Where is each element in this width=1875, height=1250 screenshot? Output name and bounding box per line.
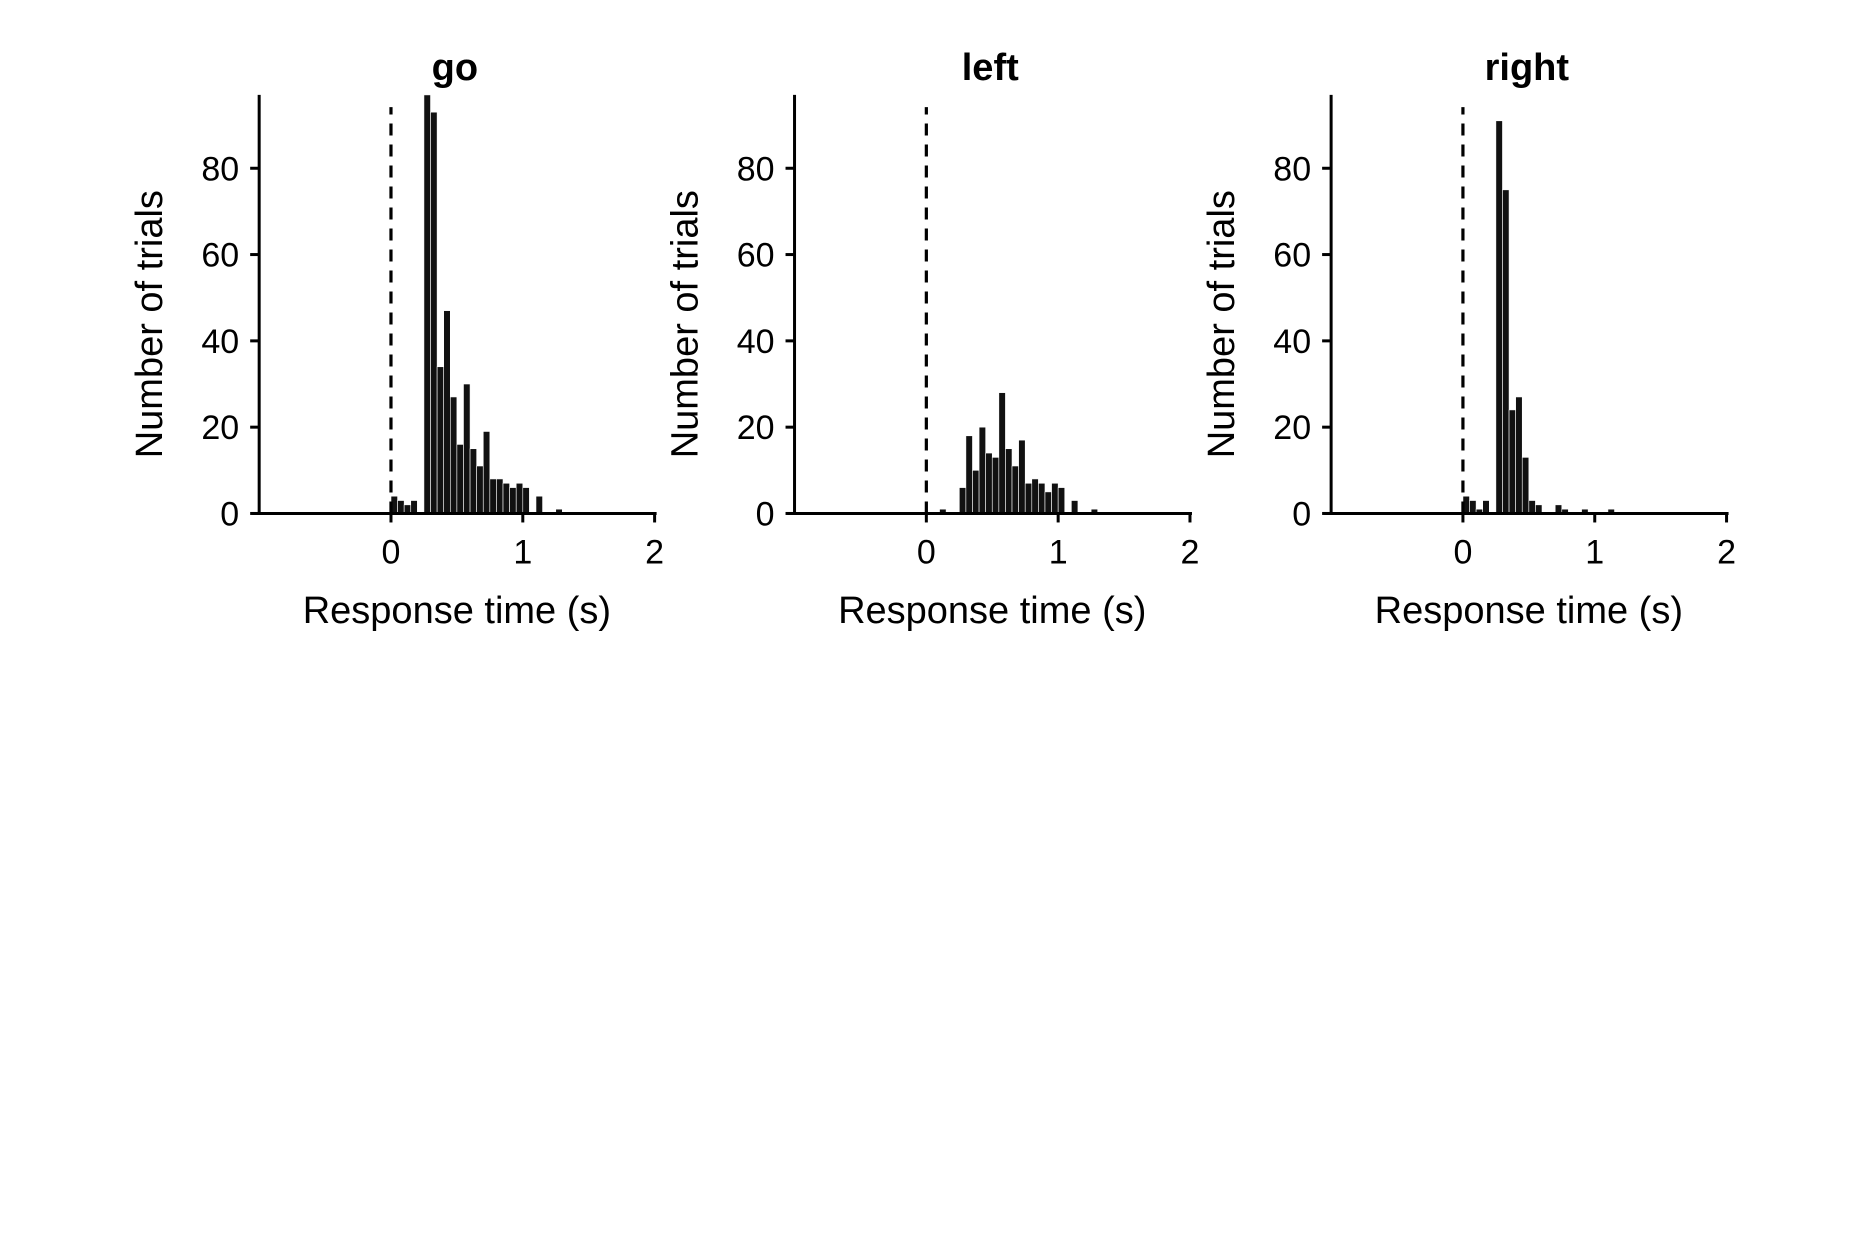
y-tick-label: 60 bbox=[201, 237, 239, 275]
y-tick-label: 0 bbox=[1292, 495, 1311, 533]
histogram-bar bbox=[423, 94, 431, 514]
y-tick-label: 20 bbox=[737, 409, 775, 447]
histogram-bar bbox=[397, 500, 405, 514]
x-axis-label: Response time (s) bbox=[303, 590, 611, 632]
histogram-bar bbox=[1018, 439, 1026, 514]
y-tick-label: 40 bbox=[737, 323, 775, 361]
histogram-bar bbox=[1482, 500, 1490, 514]
panel-left: 0 20 40 60 80 0 1 2 left Response time (s) Number … bbox=[665, 47, 1200, 632]
histogram-bar bbox=[522, 487, 530, 514]
x-tick-label: 2 bbox=[1181, 533, 1200, 571]
panel-go: 0 20 40 60 80 0 1 2 go Response time (s) Number of… bbox=[129, 47, 664, 632]
histogram-bar bbox=[978, 426, 986, 514]
histogram-bar bbox=[1005, 448, 1013, 514]
histogram-bar bbox=[965, 435, 973, 514]
histogram-bar bbox=[430, 111, 438, 514]
y-tick-label: 80 bbox=[737, 150, 775, 188]
histogram-bar bbox=[1044, 491, 1052, 514]
panel-title: left bbox=[962, 47, 1019, 89]
histogram-bar bbox=[1057, 487, 1066, 514]
histogram-bar bbox=[410, 500, 418, 514]
x-tick-label: 2 bbox=[1717, 533, 1736, 571]
x-axis-label: Response time (s) bbox=[838, 590, 1146, 632]
x-tick-label: 1 bbox=[1049, 533, 1068, 571]
y-axis-label: Number of trials bbox=[1201, 190, 1243, 458]
histogram-bar bbox=[1071, 500, 1079, 514]
x-tick-label: 0 bbox=[382, 533, 401, 571]
histogram-bar bbox=[502, 482, 510, 514]
histogram-bar bbox=[509, 487, 517, 514]
histogram-bar bbox=[496, 478, 504, 514]
histogram-bar bbox=[1521, 457, 1530, 514]
panel-title: go bbox=[432, 47, 478, 89]
histogram-bar bbox=[456, 444, 464, 514]
histogram-bar bbox=[1024, 482, 1033, 514]
histogram-bar bbox=[482, 431, 491, 514]
histogram-bar bbox=[1515, 396, 1523, 514]
y-tick-label: 80 bbox=[1273, 150, 1311, 188]
y-tick-label: 20 bbox=[1273, 409, 1311, 447]
histogram-bar bbox=[1502, 189, 1510, 514]
x-tick-label: 0 bbox=[917, 533, 936, 571]
histogram-bar bbox=[489, 478, 497, 514]
x-tick-label: 2 bbox=[645, 533, 664, 571]
histogram-bar bbox=[998, 392, 1006, 514]
y-tick-label: 80 bbox=[201, 150, 239, 188]
histogram-bar bbox=[985, 452, 993, 514]
y-tick-label: 20 bbox=[201, 409, 239, 447]
y-axis-label: Number of trials bbox=[129, 190, 171, 458]
x-axis-label: Response time (s) bbox=[1375, 590, 1683, 632]
histogram-bar bbox=[958, 487, 967, 514]
histogram-bar bbox=[1469, 500, 1477, 514]
y-tick-label: 40 bbox=[201, 323, 239, 361]
histogram-bar bbox=[535, 495, 543, 514]
histogram-bar bbox=[469, 448, 477, 514]
histogram-bar bbox=[463, 383, 471, 514]
y-tick-label: 60 bbox=[1273, 237, 1311, 275]
y-tick-label: 40 bbox=[1273, 323, 1311, 361]
histogram-bar bbox=[991, 457, 1000, 514]
x-tick-label: 0 bbox=[1453, 533, 1472, 571]
x-tick-label: 1 bbox=[513, 533, 532, 571]
histogram-bar bbox=[1508, 409, 1516, 514]
histogram-bar bbox=[1051, 482, 1059, 514]
y-tick-label: 60 bbox=[737, 237, 775, 275]
x-tick-label: 1 bbox=[1585, 533, 1604, 571]
y-axis-label: Number of trials bbox=[665, 190, 707, 458]
y-tick-label: 0 bbox=[756, 495, 775, 533]
histogram-bar bbox=[436, 366, 445, 514]
histogram-bar bbox=[515, 482, 524, 514]
histogram-bar bbox=[476, 465, 484, 514]
histogram-bar bbox=[1011, 465, 1019, 514]
histogram-bar bbox=[1031, 478, 1039, 514]
histogram-bar bbox=[443, 310, 451, 514]
panel-right: 0 20 40 60 80 0 1 2 right Response time (s) Number… bbox=[1201, 47, 1736, 632]
histogram-bar bbox=[1038, 482, 1046, 514]
panel-title: right bbox=[1485, 47, 1570, 89]
histogram-bar bbox=[1528, 500, 1536, 514]
histogram-bar bbox=[449, 396, 458, 514]
histogram-bar bbox=[972, 470, 980, 514]
y-tick-label: 0 bbox=[220, 495, 239, 533]
histogram-bar bbox=[1495, 120, 1503, 514]
